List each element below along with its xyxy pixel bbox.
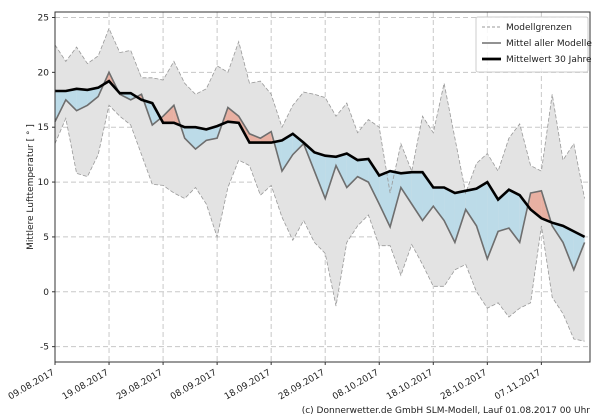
x-tick-label: 29.08.2017 <box>115 368 165 402</box>
upper-bound-line <box>54 27 585 199</box>
copyright-footer: (c) Donnerwetter.de GmbH SLM-Modell, Lau… <box>301 406 590 416</box>
legend: Modellgrenzen Mittel aller Modelle Mittelw… <box>475 16 592 73</box>
below-normal-area <box>314 152 326 199</box>
below-normal-area <box>562 225 574 270</box>
lower-bound-line <box>54 104 585 342</box>
x-tick-label: 09.08.2017 <box>7 368 57 402</box>
x-tick-label: 07.11.2017 <box>493 368 543 402</box>
below-normal-area <box>476 182 488 259</box>
below-normal-area <box>281 133 293 172</box>
below-normal-area <box>368 159 380 205</box>
below-normal-area <box>87 87 99 106</box>
plot-frame <box>54 11 591 363</box>
above-normal-area <box>249 133 261 143</box>
below-normal-area <box>357 159 369 183</box>
above-normal-area <box>227 107 239 123</box>
series-lines <box>54 27 586 342</box>
below-normal-area <box>336 153 347 188</box>
below-normal-area <box>55 90 66 122</box>
below-normal-area <box>65 88 77 111</box>
legend-box <box>475 16 589 73</box>
legend-label: Mittelwert 30 Jahre <box>506 55 592 65</box>
below-normal-area <box>379 171 391 228</box>
legend-label: Modellgrenzen <box>506 23 572 33</box>
x-tick-label: 28.10.2017 <box>439 368 489 402</box>
y-tick-label: 15 <box>38 123 49 133</box>
below-normal-area <box>444 187 455 243</box>
legend-label: Mittel aller Modelle <box>506 39 592 49</box>
y-tick-label: 0 <box>43 288 49 298</box>
below-normal-area <box>573 231 585 270</box>
below-normal-area <box>498 189 509 232</box>
y-tick-label: 25 <box>38 13 49 23</box>
below-normal-area <box>292 133 304 155</box>
x-tick-label: 28.09.2017 <box>277 368 327 402</box>
below-normal-area <box>390 171 401 228</box>
climatology-line <box>55 79 586 239</box>
below-normal-area <box>465 188 477 226</box>
y-axis-label: Mittlere Lufttemperatur [ ° ] <box>26 124 36 250</box>
x-tick-label: 08.10.2017 <box>331 368 381 402</box>
y-tick-label: 20 <box>38 68 50 78</box>
x-tick-label: 18.10.2017 <box>385 368 435 402</box>
below-normal-area <box>433 187 445 221</box>
y-tick-label: 5 <box>43 233 49 243</box>
below-normal-area <box>487 182 499 259</box>
x-tick-label: 18.09.2017 <box>223 368 273 402</box>
y-tick-label: -5 <box>40 343 49 353</box>
below-normal-area <box>454 190 466 243</box>
below-normal-area <box>508 189 520 243</box>
below-normal-area <box>184 127 196 150</box>
x-tick-label: 19.08.2017 <box>61 368 111 402</box>
below-normal-area <box>411 172 423 221</box>
below-normal-area <box>195 127 207 150</box>
above-normal-area <box>163 105 174 123</box>
below-normal-area <box>76 88 88 111</box>
below-normal-area <box>400 172 412 205</box>
above-normal-area <box>260 131 272 143</box>
y-tick-label: 10 <box>38 178 50 188</box>
x-tick-label: 08.09.2017 <box>169 368 219 402</box>
